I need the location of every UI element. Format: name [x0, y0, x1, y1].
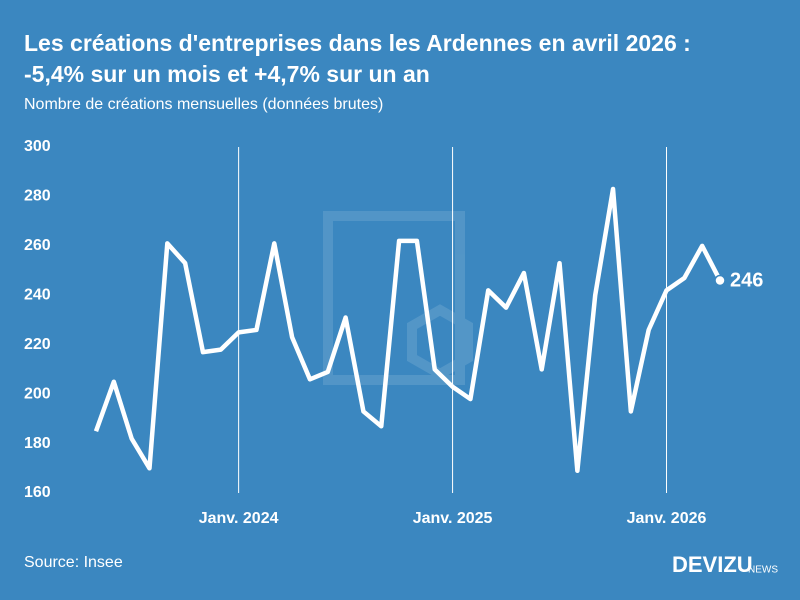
end-point [714, 274, 726, 287]
x-tick-label: Janv. 2026 [627, 510, 707, 527]
brand-suffix: NEWS [748, 565, 778, 576]
line [93, 186, 723, 474]
chart-subtitle: Nombre de créations mensuelles (données … [24, 96, 383, 113]
y-tick-label: 180 [24, 435, 51, 452]
source: Source: Insee [24, 554, 123, 571]
x-tick-label: Janv. 2025 [413, 510, 493, 527]
y-tick-label: 220 [24, 336, 51, 353]
y-tick-label: 260 [24, 237, 51, 254]
x-tick-label: Janv. 2024 [199, 510, 279, 527]
data-label: 246 [730, 270, 763, 292]
y-tick-label: 160 [24, 484, 51, 501]
y-tick-label: 300 [24, 138, 51, 155]
brand: DEVIZU [672, 552, 753, 577]
chart-title: -5,4% sur un mois et +4,7% sur un an [24, 61, 430, 87]
chart-title: Les créations d'entreprises dans les Ard… [24, 30, 691, 56]
y-tick-label: 280 [24, 188, 51, 205]
y-tick-label: 240 [24, 287, 51, 304]
y-tick-label: 200 [24, 385, 51, 402]
